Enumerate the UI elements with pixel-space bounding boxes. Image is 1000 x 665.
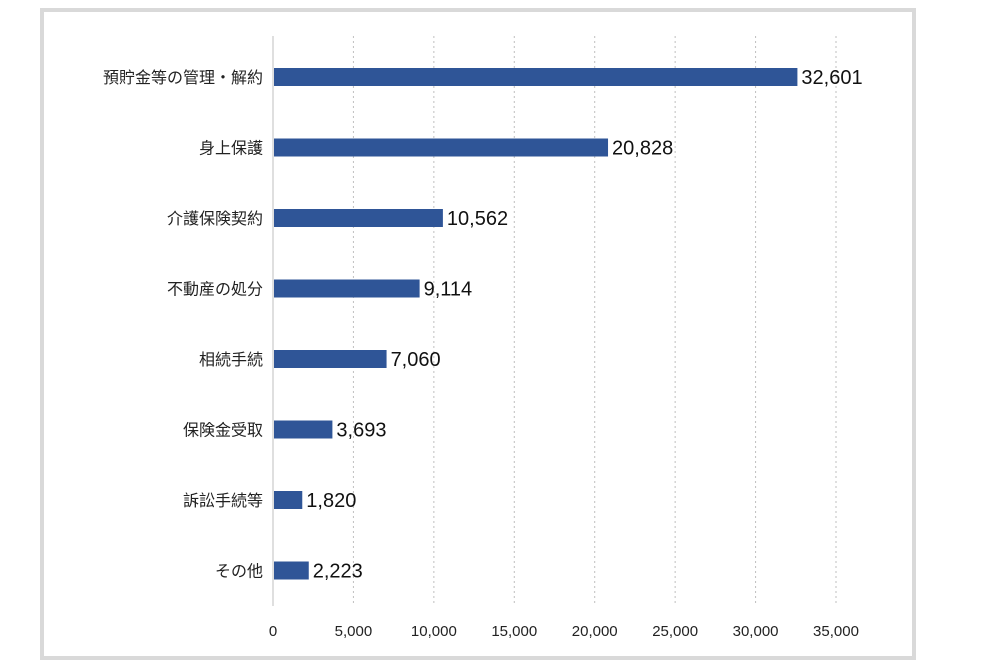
bar xyxy=(274,279,420,298)
bar xyxy=(274,138,609,157)
bar xyxy=(274,350,387,368)
value-label: 3,693 xyxy=(336,420,386,442)
bar xyxy=(274,561,309,580)
category-label: 預貯金等の管理・解約 xyxy=(103,68,263,87)
category-label: 保険金受取 xyxy=(183,421,263,440)
category-labels: 預貯金等の管理・解約身上保護介護保険契約不動産の処分相続手続保険金受取訴訟手続等… xyxy=(103,68,263,581)
value-label: 10,562 xyxy=(447,208,508,230)
x-axis-ticks: 0 5,000 10,000 15,000 20,000 25,000 30,000 35,0… xyxy=(269,623,859,640)
bar xyxy=(274,420,333,439)
category-label: 相続手続 xyxy=(199,350,263,369)
x-tick-label: 25,000 xyxy=(652,623,698,640)
category-label: 身上保護 xyxy=(199,139,263,158)
category-label: その他 xyxy=(215,562,263,581)
value-label: 20,828 xyxy=(612,138,673,160)
gridlines xyxy=(272,36,837,606)
bars: 32,601 20,828 10,562 9,114 7,060 3,693 1,820 2,… xyxy=(274,67,863,583)
value-label: 7,060 xyxy=(391,349,441,371)
x-tick-label: 5,000 xyxy=(335,623,373,640)
value-label: 9,114 xyxy=(424,279,473,301)
x-tick-label: 30,000 xyxy=(733,623,779,640)
bar xyxy=(274,68,798,86)
x-tick-label: 15,000 xyxy=(491,623,537,640)
category-label: 介護保険契約 xyxy=(167,209,263,228)
x-tick-label: 35,000 xyxy=(813,623,859,640)
x-tick-label: 0 xyxy=(269,623,277,640)
x-tick-label: 10,000 xyxy=(411,623,457,640)
bar xyxy=(274,491,303,509)
chart-frame xyxy=(40,8,916,660)
category-label: 不動産の処分 xyxy=(167,280,263,299)
x-tick-label: 20,000 xyxy=(572,623,618,640)
value-label: 1,820 xyxy=(306,490,356,512)
category-label: 訴訟手続等 xyxy=(183,491,263,510)
value-label: 32,601 xyxy=(801,67,862,89)
value-label: 2,223 xyxy=(313,561,363,583)
bar xyxy=(274,209,443,227)
